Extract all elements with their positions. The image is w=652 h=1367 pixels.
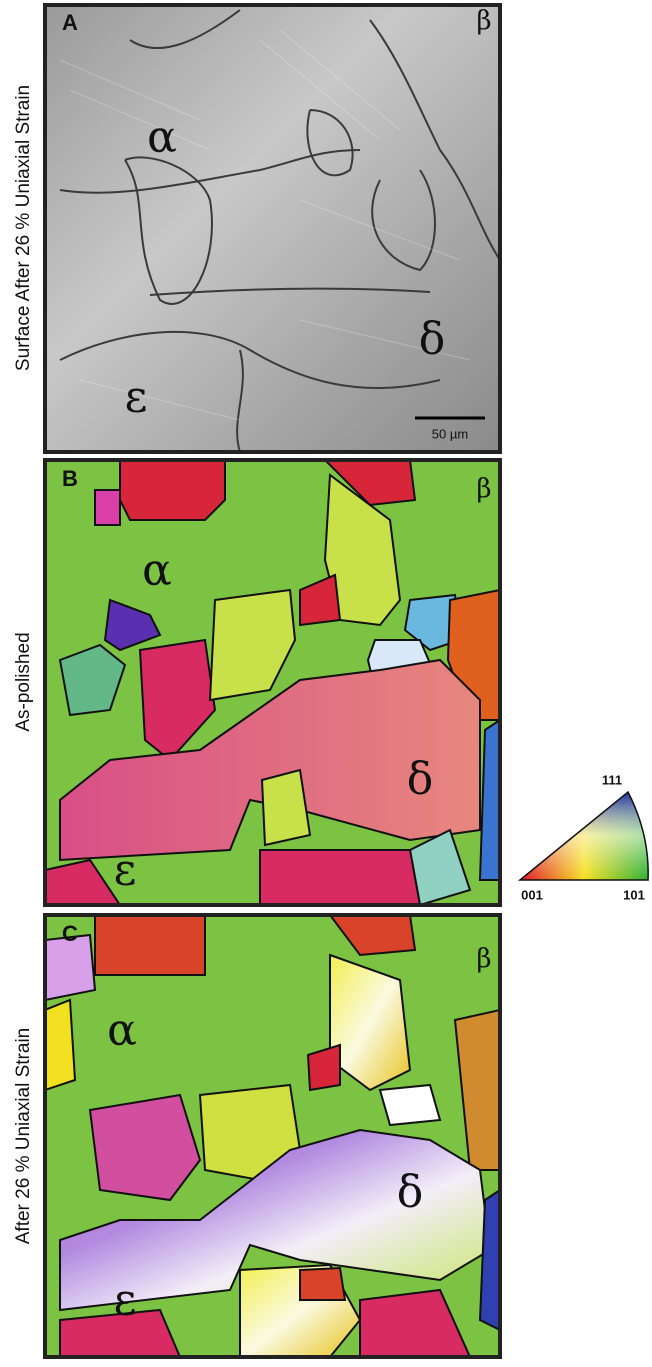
grain-label: α bbox=[142, 545, 172, 596]
panel-b-image bbox=[45, 460, 500, 905]
ipf-legend bbox=[520, 792, 648, 880]
grain-label: β bbox=[476, 6, 491, 36]
page: {"panels": [ {"label": "A", "side_label"… bbox=[0, 0, 652, 1362]
grain-label: β bbox=[476, 474, 491, 504]
side-label: After 26 % Uniaxial Strain bbox=[13, 1028, 34, 1245]
figure: 50 µm bbox=[0, 0, 652, 1362]
grain-label: β bbox=[476, 944, 491, 974]
panel-label: C bbox=[62, 921, 78, 946]
panel-a-image bbox=[45, 5, 500, 452]
legend-label: 111 bbox=[602, 772, 622, 787]
legend-label: 101 bbox=[623, 887, 645, 902]
grain-label: ε bbox=[114, 845, 137, 896]
panel-label: A bbox=[62, 10, 78, 35]
grain-label: δ bbox=[407, 754, 434, 805]
scale-bar-label: 50 µm bbox=[432, 426, 468, 441]
side-label: Surface After 26 % Uniaxial Strain bbox=[13, 85, 34, 371]
grain-label: δ bbox=[419, 314, 446, 365]
grain-label: α bbox=[147, 112, 177, 163]
side-label: As-polished bbox=[13, 632, 34, 731]
grain-label: δ bbox=[397, 1167, 424, 1218]
grain-label: ε bbox=[125, 372, 148, 423]
grain-label: α bbox=[107, 1005, 137, 1056]
grain-label: ε bbox=[114, 1275, 137, 1326]
panel-label: B bbox=[62, 466, 78, 491]
legend-label: 001 bbox=[521, 887, 543, 902]
